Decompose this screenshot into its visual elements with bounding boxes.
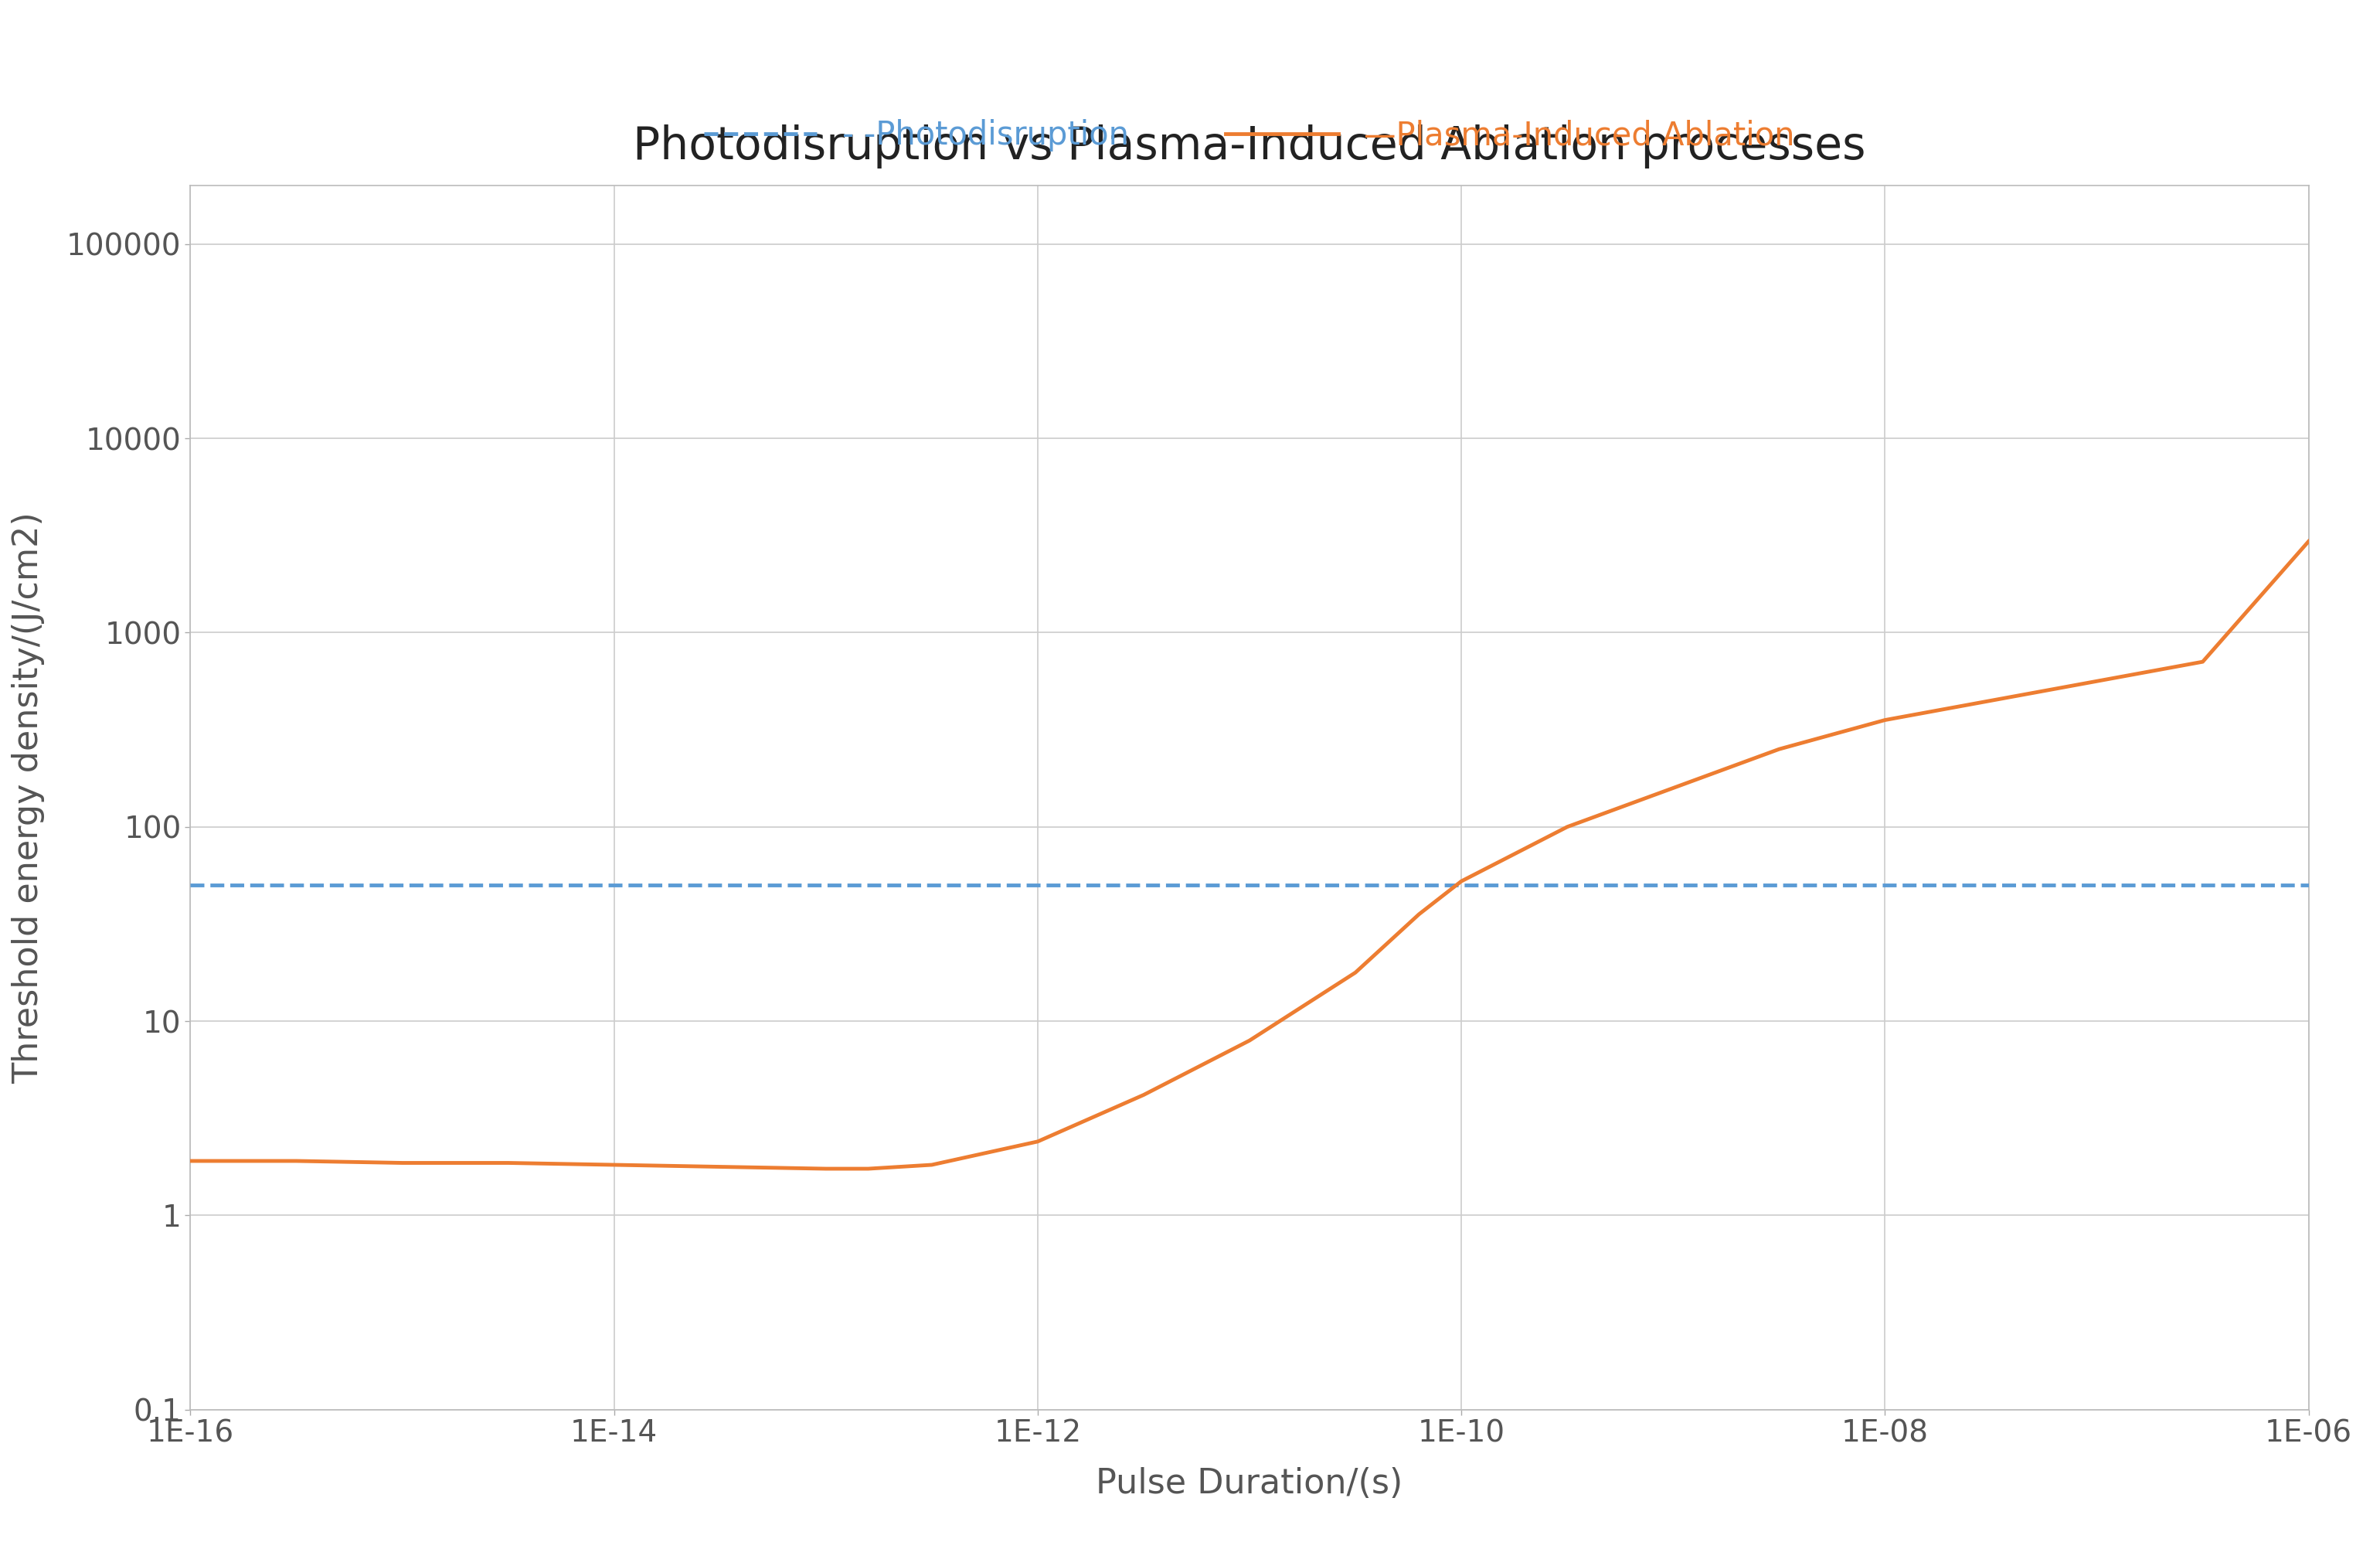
—Plasma-Induced Ablation [600,1156,628,1174]
—Plasma-Induced Ablation [1659,779,1687,798]
—Plasma-Induced Ablation [1023,1132,1052,1151]
—Plasma-Induced Ablation [1975,691,2004,709]
Title: Photodisruption vs Plasma-Induced Ablation processes: Photodisruption vs Plasma-Induced Ablati… [633,124,1866,169]
—Plasma-Induced Ablation [854,1160,883,1179]
—Plasma-Induced Ablation [283,1151,309,1169]
—Plasma-Induced Ablation [493,1154,521,1173]
—Plasma-Induced Ablation [388,1154,416,1173]
—Plasma-Induced Ablation [176,1151,205,1169]
—Plasma-Induced Ablation [2190,652,2218,671]
—Plasma-Induced Ablation [704,1157,733,1176]
—Plasma-Induced Ablation [2082,672,2111,691]
Y-axis label: Threshold energy density/(J/cm2): Threshold energy density/(J/cm2) [12,511,45,1084]
—Plasma-Induced Ablation [916,1156,945,1174]
Line: —Plasma-Induced Ablation: —Plasma-Induced Ablation [190,541,2309,1169]
—Plasma-Induced Ablation [1552,818,1580,836]
—Plasma-Induced Ablation [812,1160,840,1179]
—Plasma-Induced Ablation [1235,1032,1264,1050]
X-axis label: Pulse Duration/(s): Pulse Duration/(s) [1097,1467,1402,1501]
—Plasma-Induced Ablation [1128,1086,1157,1104]
—Plasma-Induced Ablation [1404,905,1433,923]
—Plasma-Induced Ablation [1340,963,1368,982]
—Plasma-Induced Ablation [1764,740,1795,759]
—Plasma-Induced Ablation [1447,872,1476,891]
—Plasma-Induced Ablation [1871,711,1899,730]
Legend: - -Photodisruption, —Plasma-Induced Ablation: - -Photodisruption, —Plasma-Induced Abla… [690,107,1809,164]
—Plasma-Induced Ablation [2294,531,2323,550]
